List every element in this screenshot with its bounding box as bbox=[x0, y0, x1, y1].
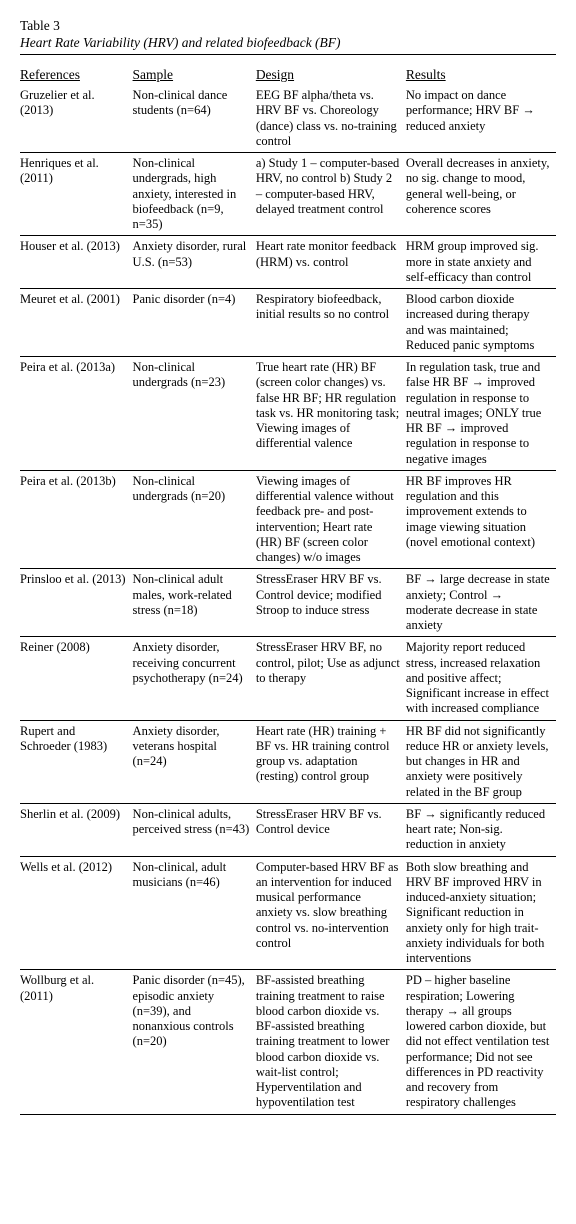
cell-ref: Rupert and Schroeder (1983) bbox=[20, 720, 133, 803]
cell-ref: Henriques et al. (2011) bbox=[20, 153, 133, 236]
table-label: Table 3 bbox=[20, 18, 556, 34]
col-references: References bbox=[20, 65, 133, 85]
cell-results: Both slow breathing and HRV BF improved … bbox=[406, 856, 556, 970]
cell-design: Computer-based HRV BF as an intervention… bbox=[256, 856, 406, 970]
cell-ref: Sherlin et al. (2009) bbox=[20, 803, 133, 856]
cell-ref: Reiner (2008) bbox=[20, 637, 133, 720]
cell-ref: Peira et al. (2013b) bbox=[20, 470, 133, 569]
table-row: Peira et al. (2013b)Non-clinical undergr… bbox=[20, 470, 556, 569]
cell-design: StressEraser HRV BF vs. Control device bbox=[256, 803, 406, 856]
cell-design: True heart rate (HR) BF (screen color ch… bbox=[256, 357, 406, 471]
cell-design: BF-assisted breathing training treatment… bbox=[256, 970, 406, 1114]
cell-sample: Non-clinical undergrads (n=20) bbox=[133, 470, 256, 569]
cell-design: a) Study 1 – computer-based HRV, no cont… bbox=[256, 153, 406, 236]
table-row: Reiner (2008)Anxiety disorder, receiving… bbox=[20, 637, 556, 720]
cell-design: EEG BF alpha/theta vs. HRV BF vs. Choreo… bbox=[256, 85, 406, 153]
cell-sample: Anxiety disorder, veterans hospital (n=2… bbox=[133, 720, 256, 803]
cell-results: No impact on dance performance; HRV BF →… bbox=[406, 85, 556, 153]
table-row: Prinsloo et al. (2013)Non-clinical adult… bbox=[20, 569, 556, 637]
table-row: Henriques et al. (2011)Non-clinical unde… bbox=[20, 153, 556, 236]
table-title: Heart Rate Variability (HRV) and related… bbox=[20, 35, 556, 55]
cell-design: Respiratory biofeedback, initial results… bbox=[256, 289, 406, 357]
cell-ref: Houser et al. (2013) bbox=[20, 236, 133, 289]
cell-design: Heart rate monitor feedback (HRM) vs. co… bbox=[256, 236, 406, 289]
cell-sample: Anxiety disorder, rural U.S. (n=53) bbox=[133, 236, 256, 289]
cell-sample: Non-clinical undergrads, high anxiety, i… bbox=[133, 153, 256, 236]
cell-results: Blood carbon dioxide increased during th… bbox=[406, 289, 556, 357]
cell-results: HR BF improves HR regulation and this im… bbox=[406, 470, 556, 569]
table-header-row: References Sample Design Results bbox=[20, 65, 556, 85]
table-row: Rupert and Schroeder (1983)Anxiety disor… bbox=[20, 720, 556, 803]
cell-results: BF → large decrease in state anxiety; Co… bbox=[406, 569, 556, 637]
cell-design: StressEraser HRV BF vs. Control device; … bbox=[256, 569, 406, 637]
table-row: Houser et al. (2013)Anxiety disorder, ru… bbox=[20, 236, 556, 289]
table-row: Sherlin et al. (2009)Non-clinical adults… bbox=[20, 803, 556, 856]
table-row: Wollburg et al. (2011)Panic disorder (n=… bbox=[20, 970, 556, 1114]
hrv-biofeedback-table: References Sample Design Results Gruzeli… bbox=[20, 65, 556, 1115]
cell-design: StressEraser HRV BF, no control, pilot; … bbox=[256, 637, 406, 720]
cell-ref: Gruzelier et al. (2013) bbox=[20, 85, 133, 153]
cell-design: Heart rate (HR) training + BF vs. HR tra… bbox=[256, 720, 406, 803]
table-row: Gruzelier et al. (2013)Non-clinical danc… bbox=[20, 85, 556, 153]
cell-ref: Meuret et al. (2001) bbox=[20, 289, 133, 357]
table-row: Meuret et al. (2001)Panic disorder (n=4)… bbox=[20, 289, 556, 357]
cell-sample: Panic disorder (n=45), episodic anxiety … bbox=[133, 970, 256, 1114]
cell-ref: Wells et al. (2012) bbox=[20, 856, 133, 970]
table-row: Peira et al. (2013a)Non-clinical undergr… bbox=[20, 357, 556, 471]
cell-results: HRM group improved sig. more in state an… bbox=[406, 236, 556, 289]
cell-ref: Wollburg et al. (2011) bbox=[20, 970, 133, 1114]
cell-ref: Peira et al. (2013a) bbox=[20, 357, 133, 471]
cell-results: Majority report reduced stress, increase… bbox=[406, 637, 556, 720]
cell-results: In regulation task, true and false HR BF… bbox=[406, 357, 556, 471]
cell-results: BF → significantly reduced heart rate; N… bbox=[406, 803, 556, 856]
cell-sample: Non-clinical undergrads (n=23) bbox=[133, 357, 256, 471]
cell-ref: Prinsloo et al. (2013) bbox=[20, 569, 133, 637]
cell-sample: Panic disorder (n=4) bbox=[133, 289, 256, 357]
cell-sample: Anxiety disorder, receiving concurrent p… bbox=[133, 637, 256, 720]
cell-sample: Non-clinical dance students (n=64) bbox=[133, 85, 256, 153]
cell-results: PD – higher baseline respiration; Loweri… bbox=[406, 970, 556, 1114]
table-row: Wells et al. (2012)Non-clinical, adult m… bbox=[20, 856, 556, 970]
cell-sample: Non-clinical adult males, work-related s… bbox=[133, 569, 256, 637]
col-sample: Sample bbox=[133, 65, 256, 85]
cell-sample: Non-clinical, adult musicians (n=46) bbox=[133, 856, 256, 970]
col-results: Results bbox=[406, 65, 556, 85]
cell-results: Overall decreases in anxiety, no sig. ch… bbox=[406, 153, 556, 236]
cell-design: Viewing images of differential valence w… bbox=[256, 470, 406, 569]
col-design: Design bbox=[256, 65, 406, 85]
cell-results: HR BF did not significantly reduce HR or… bbox=[406, 720, 556, 803]
cell-sample: Non-clinical adults, perceived stress (n… bbox=[133, 803, 256, 856]
